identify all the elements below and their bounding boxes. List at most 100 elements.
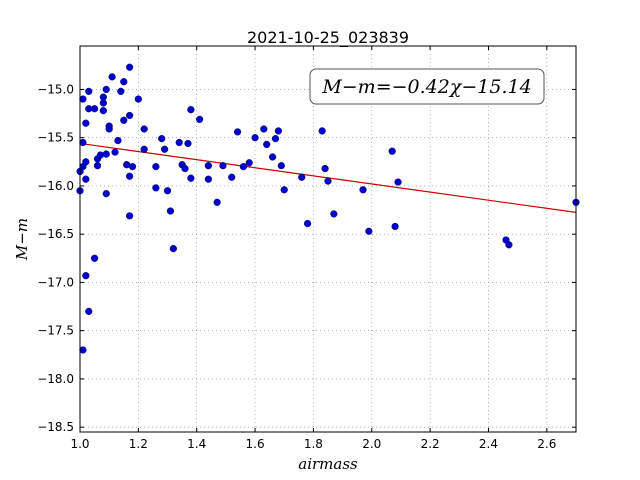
data-point xyxy=(187,174,195,182)
data-point xyxy=(321,164,329,173)
data-point xyxy=(277,162,285,170)
data-point xyxy=(134,95,142,103)
data-point xyxy=(111,148,119,156)
data-point xyxy=(85,87,93,95)
y-tick-label: −16.0 xyxy=(37,179,74,193)
data-point xyxy=(303,219,312,228)
x-tick-label: 2.0 xyxy=(362,437,381,451)
data-point xyxy=(213,198,221,206)
y-tick-label: −18.5 xyxy=(37,420,74,434)
data-point xyxy=(324,177,332,185)
data-point xyxy=(126,111,134,120)
data-point xyxy=(274,127,283,135)
data-point xyxy=(79,346,87,354)
data-point xyxy=(117,87,125,95)
data-point xyxy=(166,207,175,215)
data-points xyxy=(76,63,580,354)
data-point xyxy=(196,115,204,123)
x-axis-label: airmass xyxy=(298,455,358,473)
data-point xyxy=(161,145,169,153)
data-point xyxy=(152,163,160,171)
y-tick-label: −15.5 xyxy=(37,131,74,145)
data-point xyxy=(82,272,90,280)
data-point xyxy=(85,307,93,315)
data-point xyxy=(330,210,338,218)
chart-title: 2021-10-25_023839 xyxy=(247,28,409,48)
data-point xyxy=(82,175,90,183)
data-point xyxy=(394,178,402,186)
data-point xyxy=(280,186,288,194)
annotation-box xyxy=(309,68,545,105)
data-point xyxy=(391,222,399,231)
data-point xyxy=(126,63,134,71)
x-tick-label: 1.2 xyxy=(129,437,148,451)
data-point xyxy=(140,145,148,153)
data-point xyxy=(359,186,367,194)
data-point xyxy=(263,140,271,149)
data-point xyxy=(90,105,99,113)
data-point xyxy=(99,107,107,115)
data-point xyxy=(204,162,212,170)
data-point xyxy=(260,125,268,133)
data-point xyxy=(126,172,134,180)
data-point xyxy=(219,162,227,170)
data-point xyxy=(187,106,195,114)
data-point xyxy=(298,173,306,181)
x-tick-label: 1.0 xyxy=(70,437,89,451)
data-point xyxy=(152,184,160,192)
data-point xyxy=(245,159,253,167)
data-point xyxy=(102,190,110,198)
x-tick-label: 2.2 xyxy=(421,437,440,451)
data-point xyxy=(233,128,242,136)
y-tick-label: −17.0 xyxy=(37,275,74,289)
data-point xyxy=(102,85,110,94)
data-point xyxy=(126,212,134,220)
data-point xyxy=(128,163,137,171)
x-tick-label: 1.6 xyxy=(246,437,265,451)
x-tick-label: 1.8 xyxy=(304,437,323,451)
y-tick-label: −17.5 xyxy=(37,324,74,338)
data-point xyxy=(184,139,192,148)
y-tick-label: −16.5 xyxy=(37,227,74,241)
data-point xyxy=(388,147,396,155)
data-point xyxy=(114,136,122,145)
data-point xyxy=(82,119,90,127)
data-point xyxy=(271,135,280,143)
axis-ticks: 1.0 1.2 1.4 1.6 1.8 2.0 2.2 2.4 2.6 −15.0 −15.5 −16… xyxy=(37,46,576,451)
data-point xyxy=(251,134,259,142)
data-point xyxy=(93,162,102,170)
data-point xyxy=(228,173,236,181)
data-point xyxy=(79,95,87,103)
fit-equation: M−m=−0.42χ−15.14 xyxy=(321,76,531,98)
data-point xyxy=(268,153,277,161)
data-point xyxy=(105,125,113,133)
data-point xyxy=(120,116,128,124)
data-point xyxy=(169,245,177,253)
data-point xyxy=(99,93,107,101)
data-point xyxy=(318,127,326,135)
data-point xyxy=(181,164,189,173)
data-point xyxy=(158,135,166,143)
data-point xyxy=(505,241,513,249)
x-tick-label: 2.4 xyxy=(479,437,498,451)
data-point xyxy=(163,187,172,195)
x-tick-label: 1.4 xyxy=(187,437,206,451)
plot-frame xyxy=(79,45,577,433)
data-point xyxy=(140,125,148,133)
data-point xyxy=(102,150,110,158)
y-axis-label: M−m xyxy=(13,218,31,261)
y-tick-label: −15.0 xyxy=(37,82,74,96)
data-point xyxy=(108,73,116,81)
data-point xyxy=(239,163,247,171)
data-point xyxy=(82,158,90,166)
data-point xyxy=(79,138,87,147)
fit-equation-annotation: M−m=−0.42χ−15.14 xyxy=(309,68,545,105)
data-point xyxy=(90,254,99,262)
data-point xyxy=(365,227,373,235)
x-tick-label: 2.6 xyxy=(537,437,556,451)
y-tick-label: −18.0 xyxy=(37,372,74,386)
data-point xyxy=(120,78,128,86)
data-point xyxy=(175,138,183,147)
data-point xyxy=(204,175,212,183)
